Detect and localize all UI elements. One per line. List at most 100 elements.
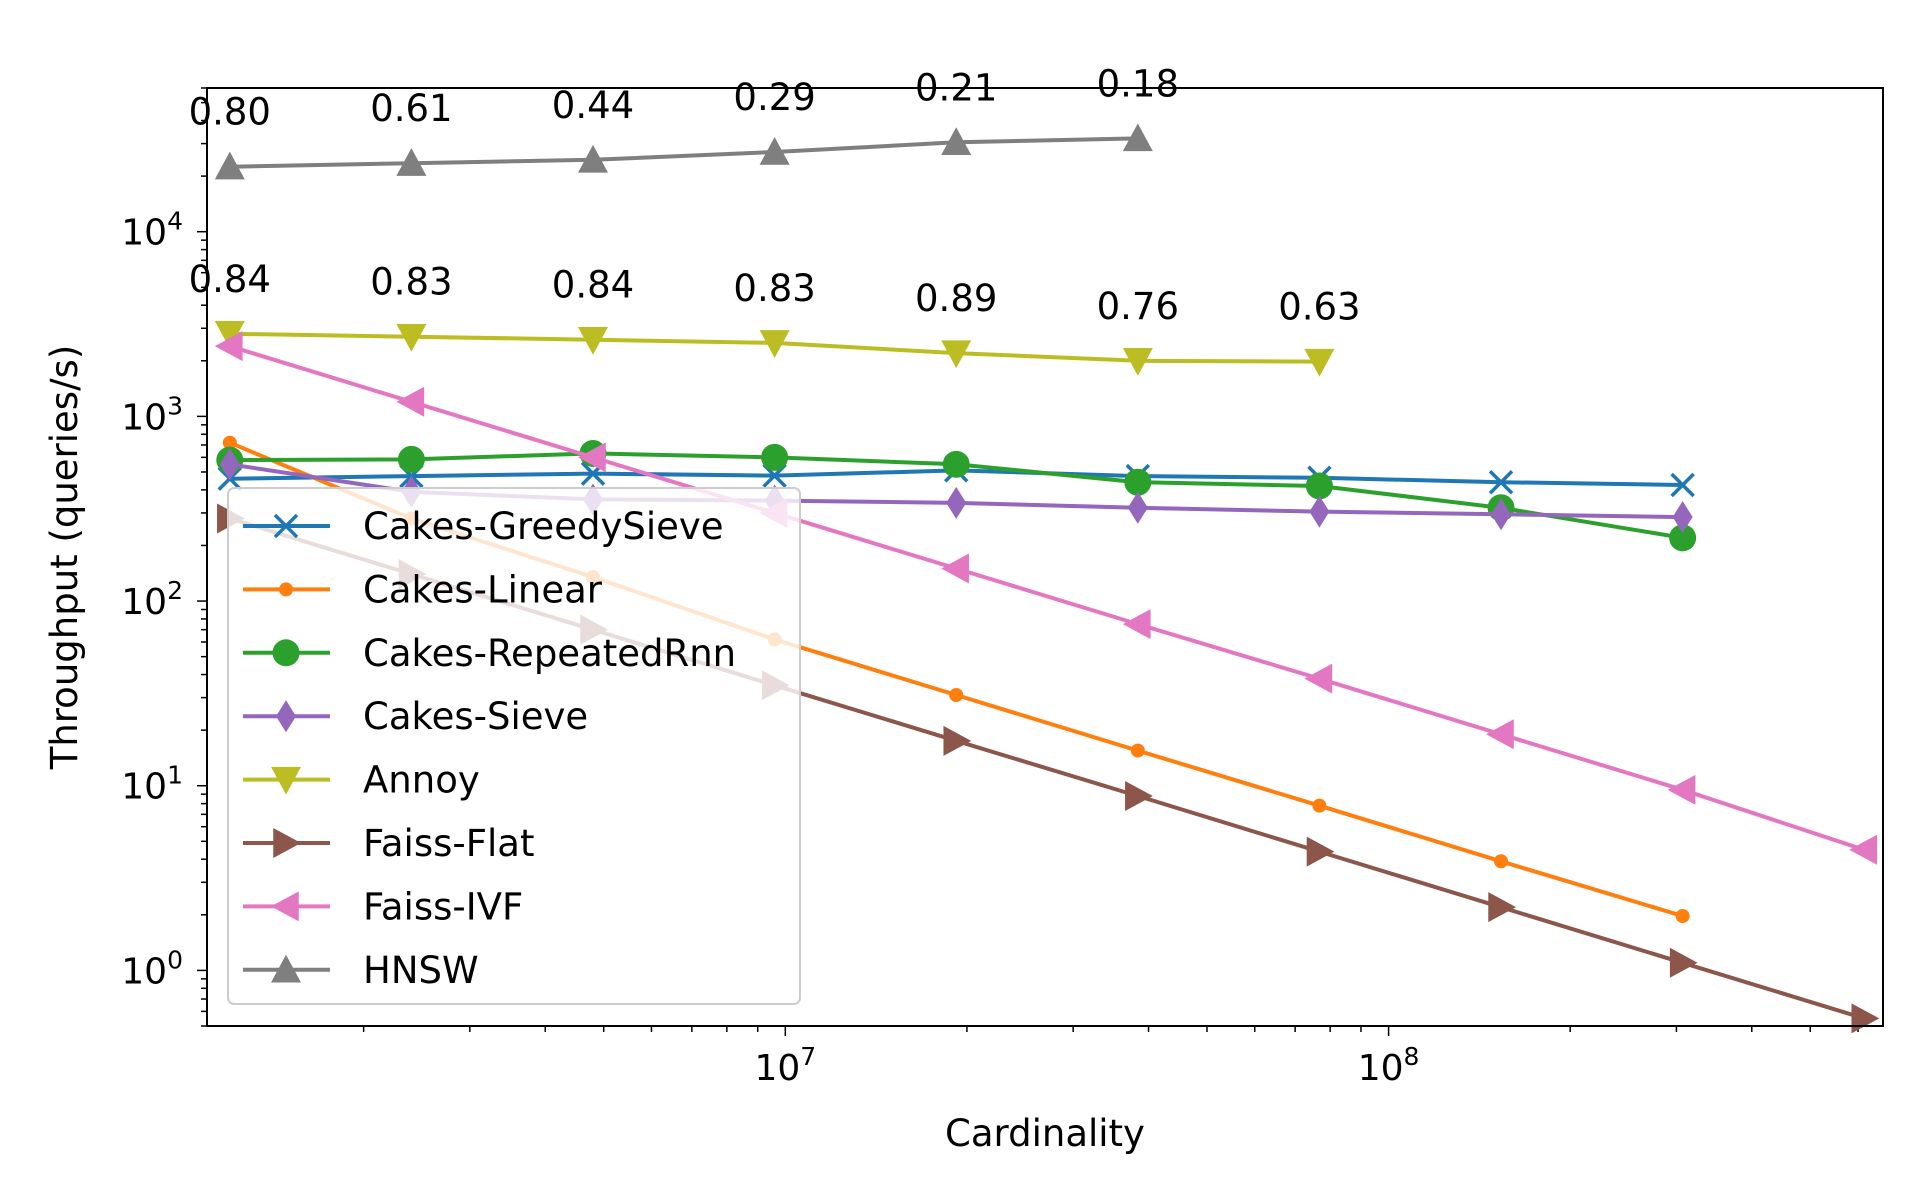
legend-item-annoy: Annoy: [243, 759, 480, 802]
data-point-faiss-flat: [1306, 836, 1335, 867]
legend-box: [227, 487, 801, 1005]
data-point-cakes-sieve: [219, 448, 240, 481]
data-point-cakes-linear: [1675, 909, 1690, 924]
legend-marker-annoy: [271, 766, 301, 795]
annotation-hnsw: 0.44: [552, 84, 634, 127]
data-point-cakes-greedysieve: [1488, 469, 1514, 495]
tick-base: 10: [1358, 1048, 1404, 1089]
legend-label-cakes-greedysieve: Cakes-GreedySieve: [363, 505, 724, 548]
data-point-faiss-flat: [1488, 892, 1517, 923]
series-line-faiss-ivf: [229, 344, 1865, 852]
tick-exponent: 3: [167, 391, 183, 420]
tick-base: 10: [121, 582, 167, 623]
annotation-hnsw: 0.80: [189, 91, 271, 134]
data-point-hnsw: [941, 127, 972, 156]
series-hnsw: [214, 123, 1153, 180]
data-point-cakes-sieve: [946, 486, 967, 519]
x-tick-label-7: 107: [754, 1042, 816, 1089]
series-line-hnsw: [229, 136, 1138, 169]
legend-label-cakes-repeatedrnn: Cakes-RepeatedRnn: [363, 632, 736, 675]
data-point-faiss-flat: [1669, 947, 1698, 978]
annotation-hnsw: 0.29: [733, 76, 815, 119]
legend-marker-cakes-linear: [279, 582, 293, 597]
data-point-cakes-sieve: [1309, 495, 1330, 528]
annotation-annoy: 0.84: [189, 258, 271, 301]
annotation-annoy: 0.89: [915, 277, 997, 320]
data-point-faiss-ivf: [1304, 663, 1333, 694]
data-point-cakes-sieve: [1127, 491, 1148, 524]
plot-frame: [206, 87, 1884, 1027]
tick-exponent: 8: [1404, 1042, 1420, 1071]
tick-base: 10: [121, 397, 167, 438]
data-point-cakes-repeatedrnn: [761, 443, 789, 471]
annotation-annoy: 0.83: [370, 261, 452, 304]
tick-base: 10: [121, 951, 167, 992]
data-point-hnsw: [396, 148, 427, 176]
y-tick-label-3: 103: [121, 391, 183, 438]
y-axis-title: Throughput (queries/s): [43, 345, 86, 771]
data-point-cakes-sieve: [1491, 498, 1512, 531]
y-tick-label-4: 104: [121, 207, 183, 254]
data-point-cakes-greedysieve: [1670, 472, 1695, 498]
legend-marker-faiss-flat: [273, 828, 301, 858]
data-point-annoy: [396, 323, 427, 352]
data-point-cakes-linear: [222, 435, 237, 450]
data-point-cakes-repeatedrnn: [1305, 472, 1333, 500]
data-point-faiss-ivf: [941, 553, 969, 584]
data-point-cakes-linear: [1130, 743, 1145, 758]
data-point-faiss-ivf: [1486, 719, 1514, 750]
y-tick-label-1: 101: [121, 761, 183, 808]
annotation-hnsw: 0.21: [915, 66, 997, 109]
tick-exponent: 2: [167, 576, 183, 605]
legend-item-cakes-linear: Cakes-Linear: [243, 568, 603, 611]
data-point-cakes-repeatedrnn: [397, 445, 425, 473]
data-point-faiss-flat: [943, 725, 972, 756]
data-point-faiss-ivf: [396, 386, 425, 417]
legend-item-faiss-ivf: Faiss-IVF: [243, 885, 523, 928]
data-point-cakes-linear: [1312, 798, 1327, 813]
legend-item-cakes-sieve: Cakes-Sieve: [243, 695, 588, 738]
data-point-cakes-repeatedrnn: [1669, 524, 1697, 552]
data-point-annoy: [759, 330, 790, 358]
series-layer: [214, 123, 1880, 1034]
data-point-annoy: [1122, 348, 1153, 376]
legend-label-cakes-linear: Cakes-Linear: [363, 568, 603, 611]
tick-base: 10: [754, 1048, 800, 1089]
data-point-annoy: [578, 326, 609, 355]
data-point-faiss-ivf: [1667, 774, 1696, 805]
data-point-hnsw: [1122, 123, 1153, 152]
legend-label-faiss-flat: Faiss-Flat: [363, 822, 535, 865]
legend-item-faiss-flat: Faiss-Flat: [243, 822, 535, 865]
data-point-cakes-linear: [1494, 854, 1509, 869]
legend-marker-hnsw: [271, 954, 301, 983]
data-point-cakes-repeatedrnn: [942, 450, 970, 478]
legend-label-cakes-sieve: Cakes-Sieve: [363, 695, 588, 738]
y-tick-label-2: 102: [121, 576, 183, 623]
series-annoy: [214, 321, 1335, 377]
x-tick-label-8: 108: [1358, 1042, 1420, 1089]
tick-exponent: 7: [800, 1042, 816, 1071]
data-point-cakes-linear: [949, 687, 964, 702]
data-point-hnsw: [578, 144, 609, 173]
legend-label-faiss-ivf: Faiss-IVF: [363, 885, 523, 928]
data-point-annoy: [214, 321, 245, 349]
legend-label-hnsw: HNSW: [363, 949, 479, 992]
data-point-faiss-ivf: [214, 331, 243, 362]
tick-exponent: 0: [167, 945, 183, 974]
tick-base: 10: [121, 213, 167, 254]
annotation-hnsw: 0.61: [370, 87, 452, 130]
annotation-hnsw: 0.18: [1097, 62, 1179, 105]
legend-item-cakes-greedysieve: Cakes-GreedySieve: [243, 505, 724, 548]
x-axis-title: Cardinality: [945, 1112, 1145, 1155]
tick-exponent: 4: [167, 207, 183, 236]
data-point-cakes-sieve: [1672, 501, 1693, 534]
data-point-hnsw: [214, 151, 245, 180]
annotation-annoy: 0.63: [1278, 286, 1360, 329]
legend-label-annoy: Annoy: [363, 759, 480, 802]
tick-base: 10: [121, 767, 167, 808]
y-tick-label-0: 100: [121, 945, 183, 992]
annotation-annoy: 0.76: [1097, 285, 1179, 328]
legend-marker-faiss-ivf: [271, 891, 299, 922]
data-point-cakes-repeatedrnn: [1124, 468, 1152, 496]
